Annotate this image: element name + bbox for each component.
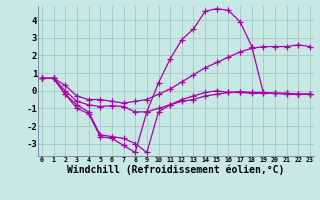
X-axis label: Windchill (Refroidissement éolien,°C): Windchill (Refroidissement éolien,°C)	[67, 165, 285, 175]
